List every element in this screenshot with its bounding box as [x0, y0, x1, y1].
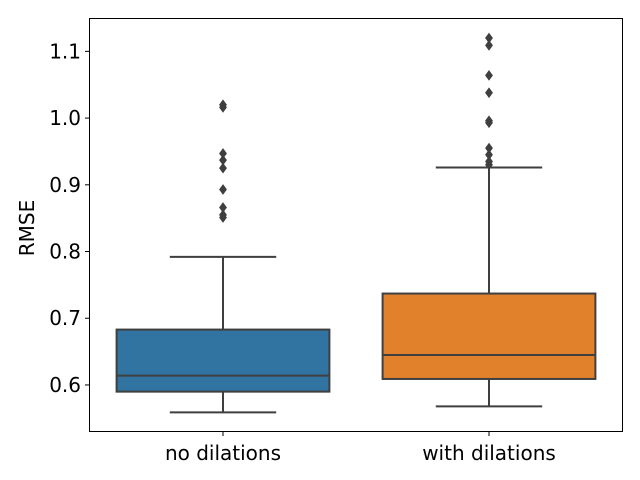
- y-tick-label: 1.1: [49, 39, 81, 63]
- outlier-point: [485, 70, 493, 81]
- outlier-point: [485, 149, 493, 161]
- y-axis-label: RMSE: [15, 200, 39, 256]
- outlier-point: [485, 87, 493, 99]
- box-group: [381, 32, 597, 408]
- plot-frame: [89, 18, 623, 432]
- outlier-point: [219, 99, 227, 111]
- outlier-point: [219, 148, 227, 159]
- box-iqr: [115, 328, 331, 393]
- outlier-point: [485, 156, 493, 167]
- box-iqr: [381, 292, 597, 380]
- y-tick-label: 1.0: [49, 106, 81, 130]
- outlier-point: [219, 184, 227, 195]
- y-tick-label: 0.9: [49, 173, 81, 197]
- x-axis: no dilations with dilations: [165, 431, 556, 465]
- x-tick-label: with dilations: [422, 441, 556, 465]
- outlier-point: [485, 40, 493, 51]
- box-group: [115, 99, 331, 414]
- y-tick-label: 0.7: [49, 306, 81, 330]
- outlier-point: [219, 154, 227, 166]
- x-tick-label: no dilations: [165, 441, 281, 465]
- outlier-point: [219, 202, 227, 213]
- y-tick-label: 0.8: [49, 240, 81, 264]
- outlier-point: [485, 115, 493, 127]
- y-tick-label: 0.6: [49, 373, 81, 397]
- outlier-point: [485, 142, 493, 154]
- boxes-layer: [115, 32, 597, 414]
- y-axis: 0.6 0.7 0.8 0.9 1.0 1.1: [49, 39, 90, 397]
- outlier-point: [485, 32, 493, 44]
- outlier-point: [219, 162, 227, 174]
- outlier-point: [219, 209, 227, 221]
